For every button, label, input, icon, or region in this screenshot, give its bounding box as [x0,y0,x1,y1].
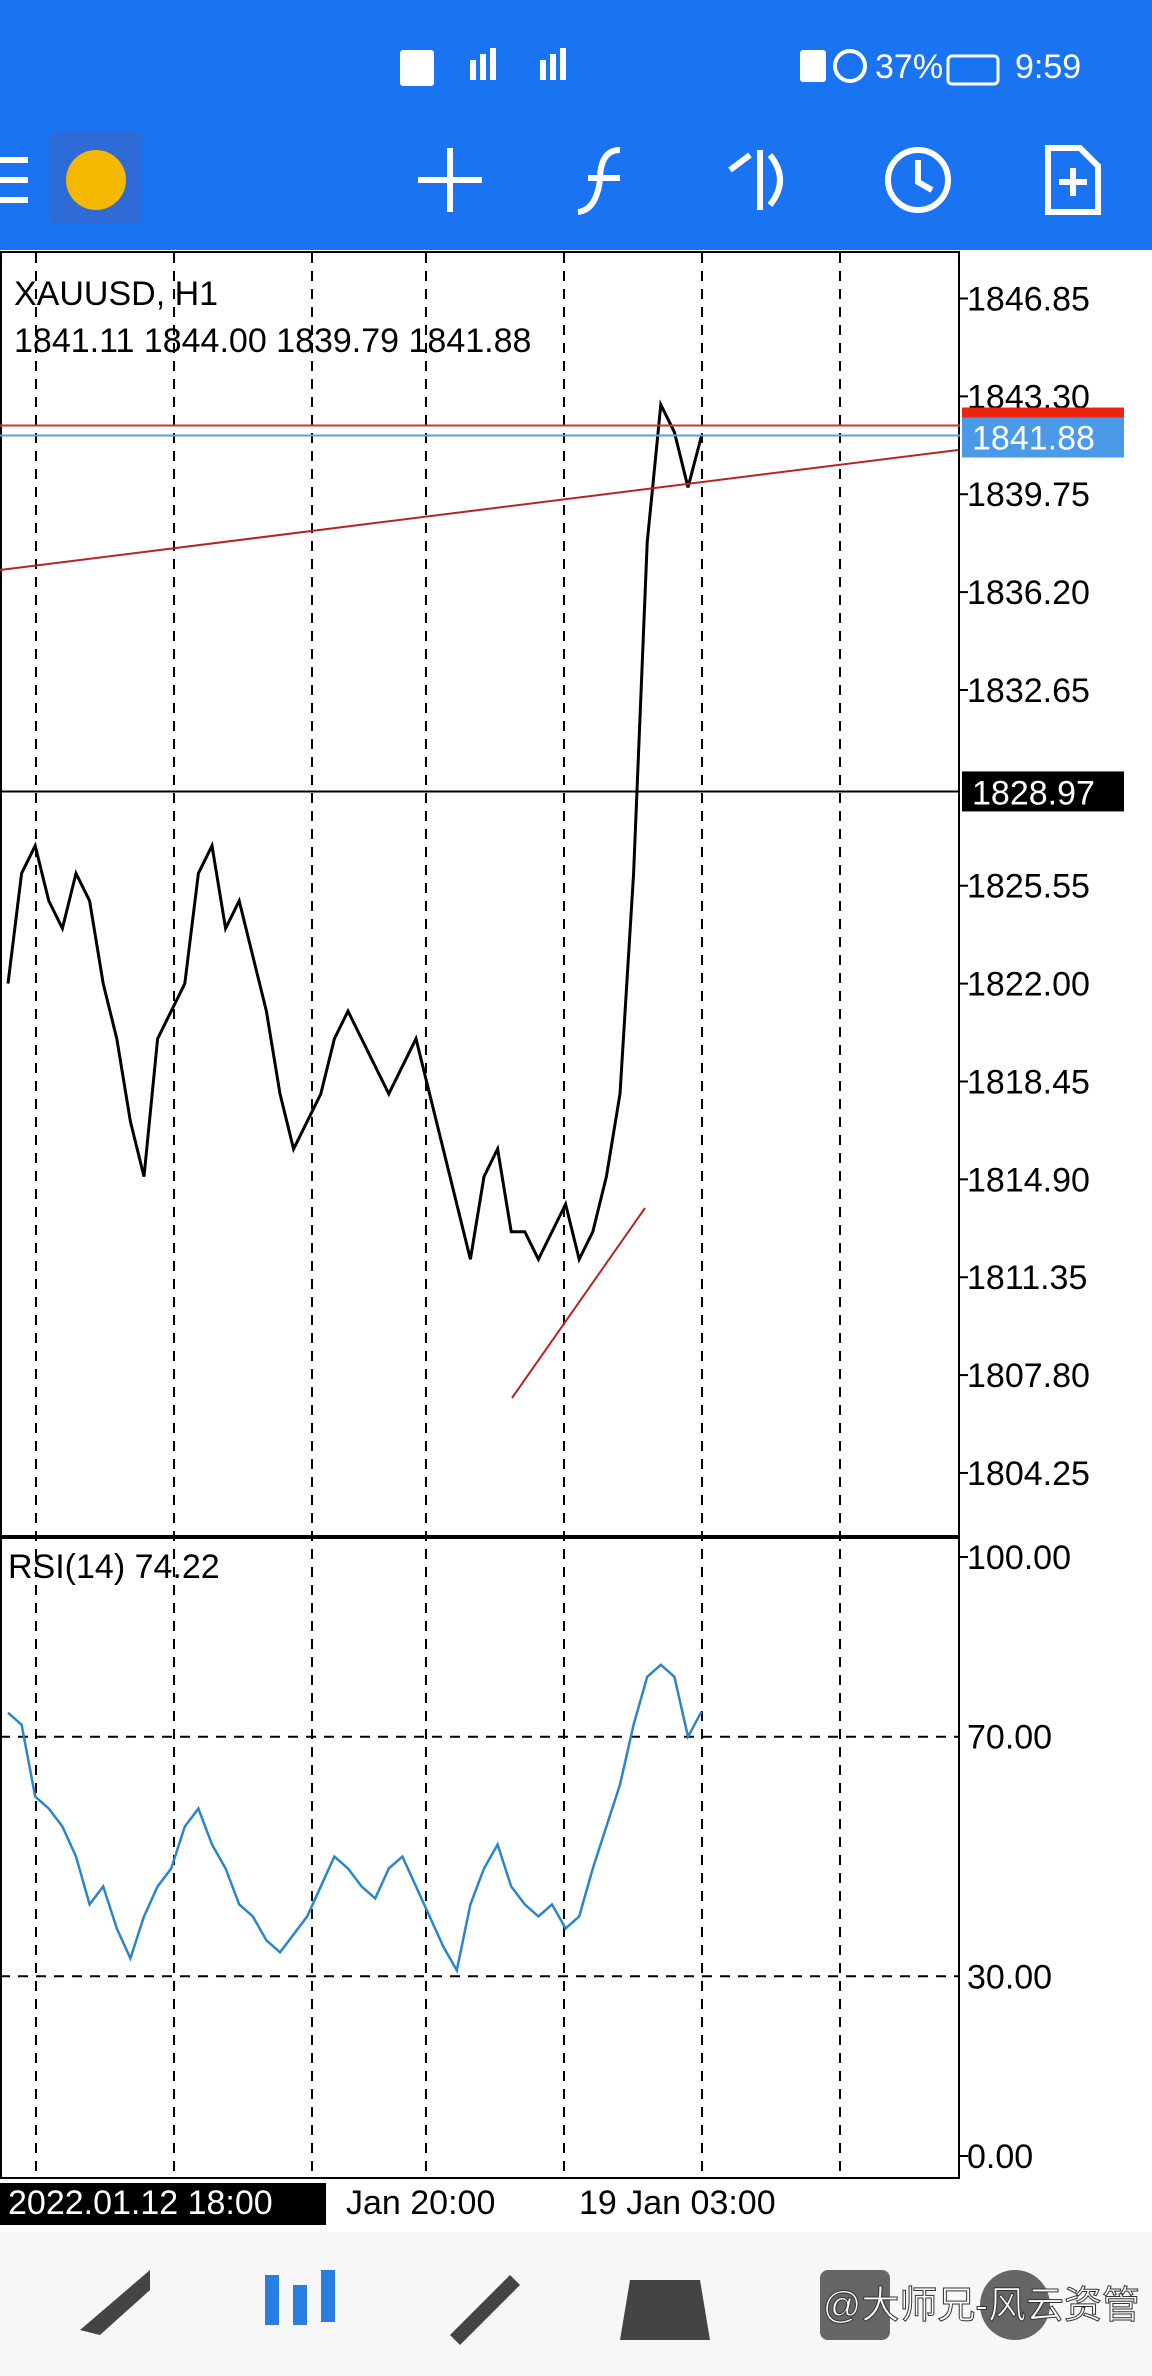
y-tick-label: 1818.45 [967,1063,1090,1101]
time-grid [35,253,841,2177]
toolbar [0,132,1101,224]
trend-line [0,449,959,571]
time-label: Jan 20:00 [346,2184,495,2222]
rsi-tick-label: 30.00 [967,1958,1052,1996]
symbol: XAUUSD, H1 [14,275,218,313]
signal-icons [400,48,867,86]
nav-icons [80,2270,1050,2345]
battery-icon [946,54,1000,86]
y-tick-label: 1807.80 [967,1357,1090,1395]
ask-tag [962,407,1124,418]
watermark: @大师兄-风云资管 [823,2285,1140,2327]
rsi-label: RSI(14) 74.22 [8,1548,220,1586]
bid-tag [962,417,1124,458]
ohlc: 1841.11 1844.00 1839.79 1841.88 [14,322,531,360]
rsi-tick-label: 0.00 [967,2138,1033,2176]
time-cursor [0,2183,326,2225]
y-tick-label: 1804.25 [967,1455,1090,1493]
battery: 37% [875,48,943,86]
rsi-line [7,1663,703,1974]
rsi-panel [0,1537,960,2179]
level-label: 1828.97 [972,774,1095,812]
bid-label: 1841.88 [972,420,1095,458]
bottom-nav [0,2232,1152,2376]
y-tick-label: 1822.00 [967,966,1090,1004]
y-tick-label: 1836.20 [967,574,1090,612]
y-tick-label: 1825.55 [967,868,1090,906]
nav-chart[interactable] [265,2270,335,2325]
clock: 9:59 [1015,48,1081,86]
header-bg [0,0,1152,250]
rsi-tick-label: 70.00 [967,1719,1052,1757]
nav-history[interactable] [620,2280,710,2340]
y-tick-label: 1846.85 [967,280,1090,318]
price-panel [0,251,960,1537]
time-label: 19 Jan 03:00 [579,2184,776,2222]
y-tick-label: 1832.65 [967,672,1090,710]
trend-line [511,1207,646,1399]
y-tick-label: 1839.75 [967,476,1090,514]
nav-quotes[interactable] [80,2270,150,2335]
time-cursor-label: 2022.01.12 18:00 [8,2184,273,2222]
y-tick-label: 1814.90 [967,1161,1090,1199]
trade[interactable] [728,150,783,210]
history[interactable] [885,147,951,213]
nav-settings[interactable] [980,2270,1050,2340]
nav-trade[interactable] [450,2275,520,2345]
new-order[interactable] [1045,145,1101,215]
indicators[interactable] [577,147,621,215]
level-tag [962,771,1124,812]
y-tick-label: 1811.35 [967,1259,1087,1297]
nav-news[interactable] [820,2270,890,2340]
price-line [6,399,704,1264]
rsi-tick-label: 100.00 [967,1539,1071,1577]
